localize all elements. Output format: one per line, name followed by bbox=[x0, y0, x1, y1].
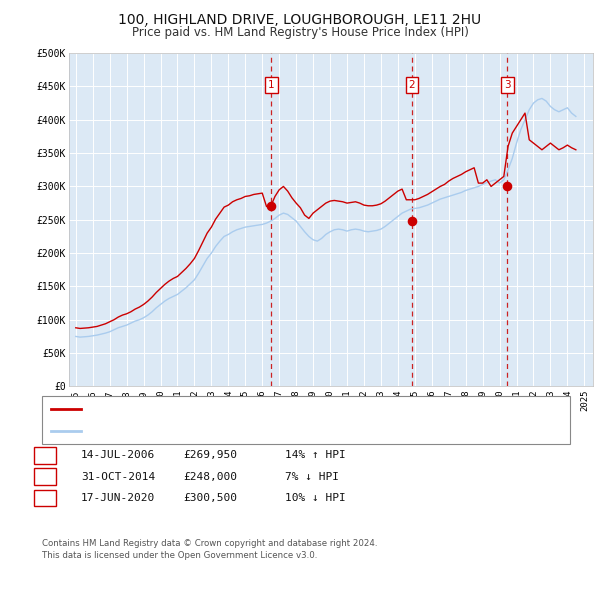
Text: HPI: Average price, detached house, Charnwood: HPI: Average price, detached house, Char… bbox=[87, 426, 328, 436]
Point bbox=[407, 217, 417, 226]
Text: 3: 3 bbox=[41, 493, 49, 503]
Text: 2: 2 bbox=[409, 80, 415, 90]
Text: 1: 1 bbox=[268, 80, 275, 90]
Text: 17-JUN-2020: 17-JUN-2020 bbox=[81, 493, 155, 503]
Text: 1: 1 bbox=[41, 451, 49, 460]
Text: 10% ↓ HPI: 10% ↓ HPI bbox=[285, 493, 346, 503]
Text: 100, HIGHLAND DRIVE, LOUGHBOROUGH, LE11 2HU (detached house): 100, HIGHLAND DRIVE, LOUGHBOROUGH, LE11 … bbox=[87, 404, 439, 414]
Text: Price paid vs. HM Land Registry's House Price Index (HPI): Price paid vs. HM Land Registry's House … bbox=[131, 26, 469, 39]
Point bbox=[266, 202, 276, 211]
Point bbox=[503, 181, 512, 191]
Text: £300,500: £300,500 bbox=[183, 493, 237, 503]
Text: 31-OCT-2014: 31-OCT-2014 bbox=[81, 472, 155, 481]
Text: This data is licensed under the Open Government Licence v3.0.: This data is licensed under the Open Gov… bbox=[42, 551, 317, 560]
Text: 3: 3 bbox=[504, 80, 511, 90]
Text: 14% ↑ HPI: 14% ↑ HPI bbox=[285, 451, 346, 460]
Text: 100, HIGHLAND DRIVE, LOUGHBOROUGH, LE11 2HU: 100, HIGHLAND DRIVE, LOUGHBOROUGH, LE11 … bbox=[118, 13, 482, 27]
Text: £269,950: £269,950 bbox=[183, 451, 237, 460]
Text: 2: 2 bbox=[41, 472, 49, 481]
Text: Contains HM Land Registry data © Crown copyright and database right 2024.: Contains HM Land Registry data © Crown c… bbox=[42, 539, 377, 549]
Text: £248,000: £248,000 bbox=[183, 472, 237, 481]
Text: 7% ↓ HPI: 7% ↓ HPI bbox=[285, 472, 339, 481]
Text: 14-JUL-2006: 14-JUL-2006 bbox=[81, 451, 155, 460]
